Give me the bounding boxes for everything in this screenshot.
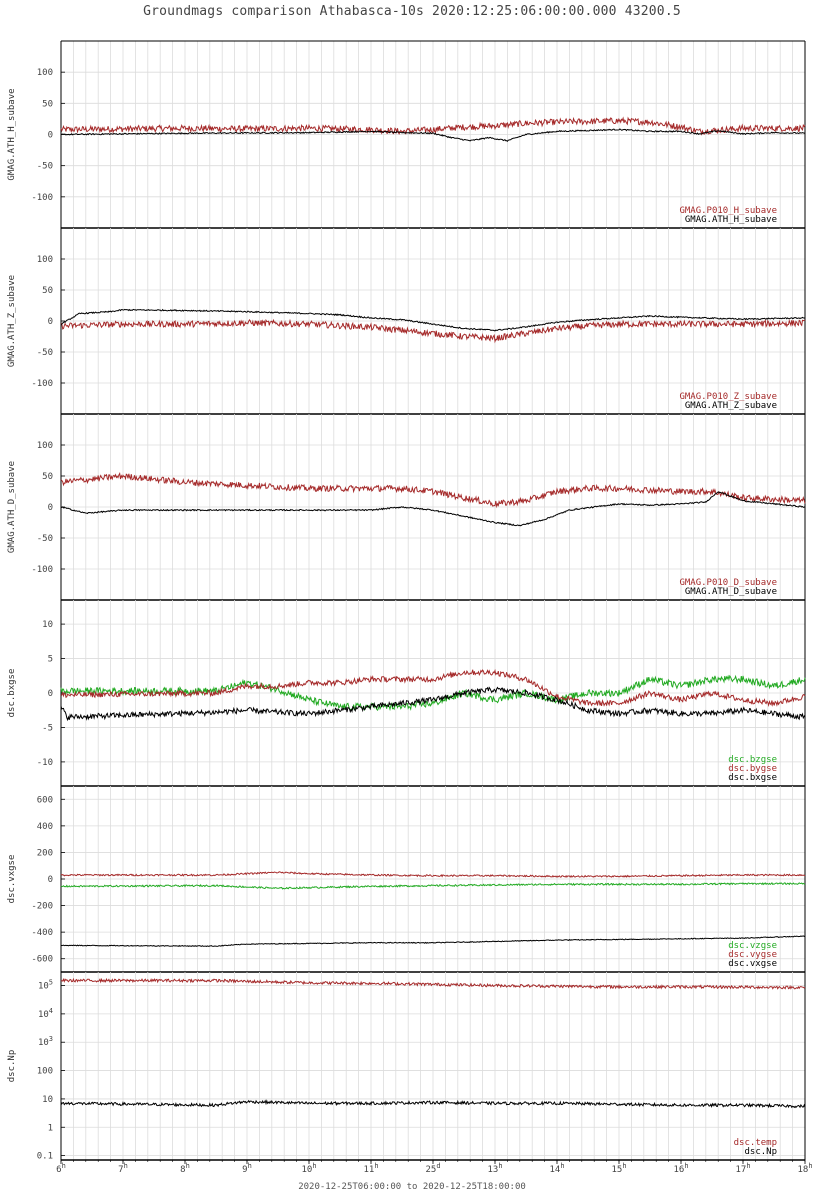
y-tick-label: 400 — [37, 822, 53, 832]
y-tick-label: -5 — [42, 723, 53, 733]
series-line — [60, 116, 806, 136]
grid — [60, 414, 806, 600]
legend-entry: dsc.bygse — [728, 764, 777, 774]
y-tick-label: 104 — [38, 1007, 53, 1020]
series-line — [60, 1099, 806, 1109]
legend-entry: dsc.temp — [734, 1138, 777, 1148]
y-tick-label: 100 — [37, 1067, 53, 1077]
legend-entry: GMAG.ATH_D_subave — [685, 587, 777, 597]
legend-entry: GMAG.ATH_Z_subave — [685, 401, 777, 411]
y-axis-label: GMAG.ATH_D_subave — [7, 461, 17, 553]
y-tick-label: 0 — [48, 503, 53, 513]
y-axis-label: dsc.bxgse — [7, 669, 17, 718]
series-line — [60, 308, 806, 332]
panel-5: 600 400 200 0 -200 -400 -600 dsc.vxgse dsc.vzgse… — [7, 786, 806, 973]
legend-entry: GMAG.ATH_H_subave — [685, 215, 777, 225]
series-line — [60, 882, 806, 890]
series-line — [60, 668, 806, 707]
legend-entry: dsc.vzgse — [728, 941, 777, 951]
x-tick-label: 8h — [180, 1162, 190, 1175]
y-tick-label: 600 — [37, 795, 53, 805]
y-axis-label: dsc.Np — [7, 1050, 17, 1083]
y-tick-label: -600 — [31, 955, 53, 965]
y-tick-label: -50 — [37, 162, 53, 172]
legend-entry: GMAG.P010_H_subave — [679, 206, 777, 216]
y-axis-label: dsc.vxgse — [7, 855, 17, 904]
series-line — [60, 471, 806, 509]
legend-entry: dsc.vygse — [728, 950, 777, 960]
x-tick-label: 9h — [242, 1162, 252, 1175]
y-tick-label: 105 — [38, 979, 53, 992]
series-line — [60, 128, 806, 143]
y-axis-label: GMAG.ATH_Z_subave — [7, 275, 17, 367]
y-tick-label: 103 — [38, 1035, 53, 1048]
y-tick-label: 0 — [48, 131, 53, 141]
y-tick-label: 5 — [48, 655, 53, 665]
y-tick-label: -200 — [31, 902, 53, 912]
y-tick-label: -10 — [37, 758, 53, 768]
grid — [60, 228, 806, 414]
y-tick-label: 0 — [48, 689, 53, 699]
series-line — [60, 935, 806, 948]
legend-entry: GMAG.P010_D_subave — [679, 578, 777, 588]
y-tick-label: 100 — [37, 441, 53, 451]
y-tick-label: -50 — [37, 534, 53, 544]
grid — [60, 600, 806, 786]
y-tick-label: -100 — [31, 379, 53, 389]
y-tick-label: 50 — [42, 286, 53, 296]
legend-entry: dsc.vxgse — [728, 959, 777, 969]
series-line — [60, 318, 806, 344]
y-tick-label: 10 — [42, 620, 53, 630]
time-range-label: 2020-12-25T06:00:00 to 2020-12-25T18:00:… — [298, 1182, 526, 1192]
y-tick-label: 200 — [37, 848, 53, 858]
legend-entry: dsc.bxgse — [728, 773, 777, 783]
y-tick-label: -100 — [31, 565, 53, 575]
y-tick-label: 0.1 — [37, 1152, 53, 1162]
grid — [60, 972, 806, 1160]
legend-entry: dsc.bzgse — [728, 755, 777, 765]
series-line — [60, 491, 806, 527]
y-tick-label: -100 — [31, 193, 53, 203]
panel-2: 100500-50-100GMAG.ATH_Z_subaveGMAG.P010_… — [7, 228, 806, 415]
y-tick-label: 10 — [42, 1095, 53, 1105]
y-tick-label: 50 — [42, 99, 53, 109]
panel-4: 1050-5-10dsc.bxgsedsc.bzgsedsc.bygsedsc.… — [7, 600, 806, 787]
y-tick-label: 1 — [48, 1123, 53, 1133]
chart-title: Groundmags comparison Athabasca-10s 2020… — [143, 4, 681, 19]
series-line — [60, 977, 806, 990]
grid — [60, 786, 806, 972]
y-tick-label: -400 — [31, 928, 53, 938]
y-tick-label: 50 — [42, 472, 53, 482]
y-tick-label: 100 — [37, 255, 53, 265]
panel-1: 100500-50-100GMAG.ATH_H_subaveGMAG.P010_… — [7, 40, 806, 229]
series-line — [60, 686, 806, 722]
x-tick-label: 7h — [118, 1162, 128, 1175]
series-line — [60, 871, 806, 878]
x-tick-label: 6h — [56, 1162, 66, 1175]
y-tick-label: 0 — [48, 317, 53, 327]
grid — [60, 41, 806, 228]
y-tick-label: -50 — [37, 348, 53, 358]
legend-entry: dsc.Np — [744, 1147, 777, 1157]
panel-3: 100500-50-100GMAG.ATH_D_subaveGMAG.P010_… — [7, 414, 806, 601]
y-tick-label: 0 — [48, 875, 53, 885]
y-axis-label: GMAG.ATH_H_subave — [7, 88, 17, 180]
legend-entry: GMAG.P010_Z_subave — [679, 392, 777, 402]
y-tick-label: 100 — [37, 68, 53, 78]
